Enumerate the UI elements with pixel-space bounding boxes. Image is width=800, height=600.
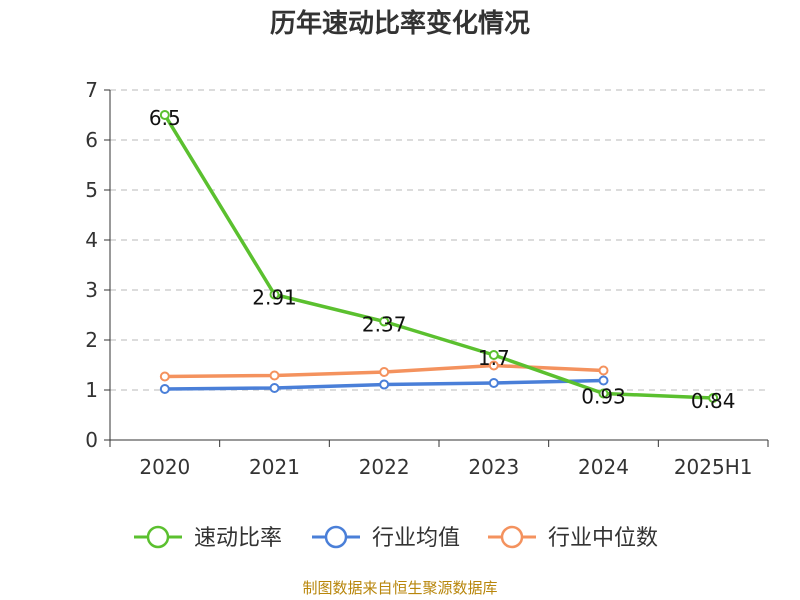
legend-label: 行业均值 bbox=[372, 526, 460, 551]
data-point[interactable] bbox=[488, 360, 499, 371]
chart-title: 历年速动比率变化情况 bbox=[270, 8, 530, 39]
x-tick-label: 2025H1 bbox=[674, 455, 753, 479]
legend-item[interactable]: 速动比率 bbox=[134, 525, 282, 551]
data-point[interactable] bbox=[488, 350, 499, 360]
data-point[interactable] bbox=[159, 371, 170, 382]
data-point[interactable] bbox=[488, 378, 499, 388]
data-point[interactable] bbox=[708, 393, 719, 403]
legend-label: 行业中位数 bbox=[548, 526, 658, 551]
legend-item[interactable]: 行业中位数 bbox=[488, 525, 658, 551]
y-tick-label: 1 bbox=[85, 378, 98, 402]
legend-label: 速动比率 bbox=[194, 526, 282, 551]
data-label: 2.91 bbox=[252, 286, 297, 310]
data-label: 0.93 bbox=[581, 385, 626, 409]
source-note: 制图数据来自恒生聚源数据库 bbox=[302, 579, 497, 597]
x-tick-label: 2020 bbox=[139, 455, 190, 479]
data-point[interactable] bbox=[269, 383, 280, 393]
data-point[interactable] bbox=[379, 367, 390, 377]
y-tick-label: 3 bbox=[85, 278, 98, 302]
data-point[interactable] bbox=[269, 289, 280, 300]
y-tick-label: 5 bbox=[85, 178, 98, 202]
data-point[interactable] bbox=[379, 379, 390, 390]
data-label: 6.5 bbox=[149, 106, 181, 130]
legend-marker bbox=[324, 525, 348, 549]
axes: 0 1 2 3 4 5 6 7 2020 2021 2022 2023 2024 2025H1 bbox=[85, 78, 769, 479]
legend-item[interactable]: 行业均值 bbox=[312, 525, 460, 551]
data-label: 2.37 bbox=[362, 313, 407, 337]
data-point[interactable] bbox=[379, 316, 390, 327]
y-tick-label: 4 bbox=[85, 228, 98, 252]
legend-marker bbox=[146, 525, 170, 549]
x-tick-label: 2024 bbox=[578, 455, 629, 479]
x-tick-label: 2021 bbox=[249, 455, 300, 479]
data-point[interactable] bbox=[598, 365, 609, 376]
y-tick-label: 7 bbox=[85, 78, 98, 102]
legend-marker bbox=[500, 525, 524, 549]
y-tick-label: 2 bbox=[85, 328, 98, 352]
data-point[interactable] bbox=[598, 388, 609, 399]
data-label: 0.84 bbox=[691, 389, 736, 413]
y-tick-label: 6 bbox=[85, 128, 98, 152]
data-point[interactable] bbox=[159, 110, 170, 120]
data-point[interactable] bbox=[598, 375, 609, 386]
data-point[interactable] bbox=[269, 370, 280, 381]
legend: 速动比率 行业均值 行业中位数 bbox=[134, 525, 658, 551]
series-line bbox=[163, 114, 714, 400]
data-label: 1.7 bbox=[478, 346, 510, 370]
x-tick-label: 2022 bbox=[359, 455, 410, 479]
grid-lines bbox=[110, 89, 768, 391]
y-tick-label: 0 bbox=[85, 428, 98, 452]
data-labels: 6.5 2.91 2.37 1.7 0.93 0.84 bbox=[149, 106, 736, 413]
data-point[interactable] bbox=[159, 384, 170, 394]
x-tick-label: 2023 bbox=[468, 455, 519, 479]
series-layer bbox=[159, 110, 719, 403]
